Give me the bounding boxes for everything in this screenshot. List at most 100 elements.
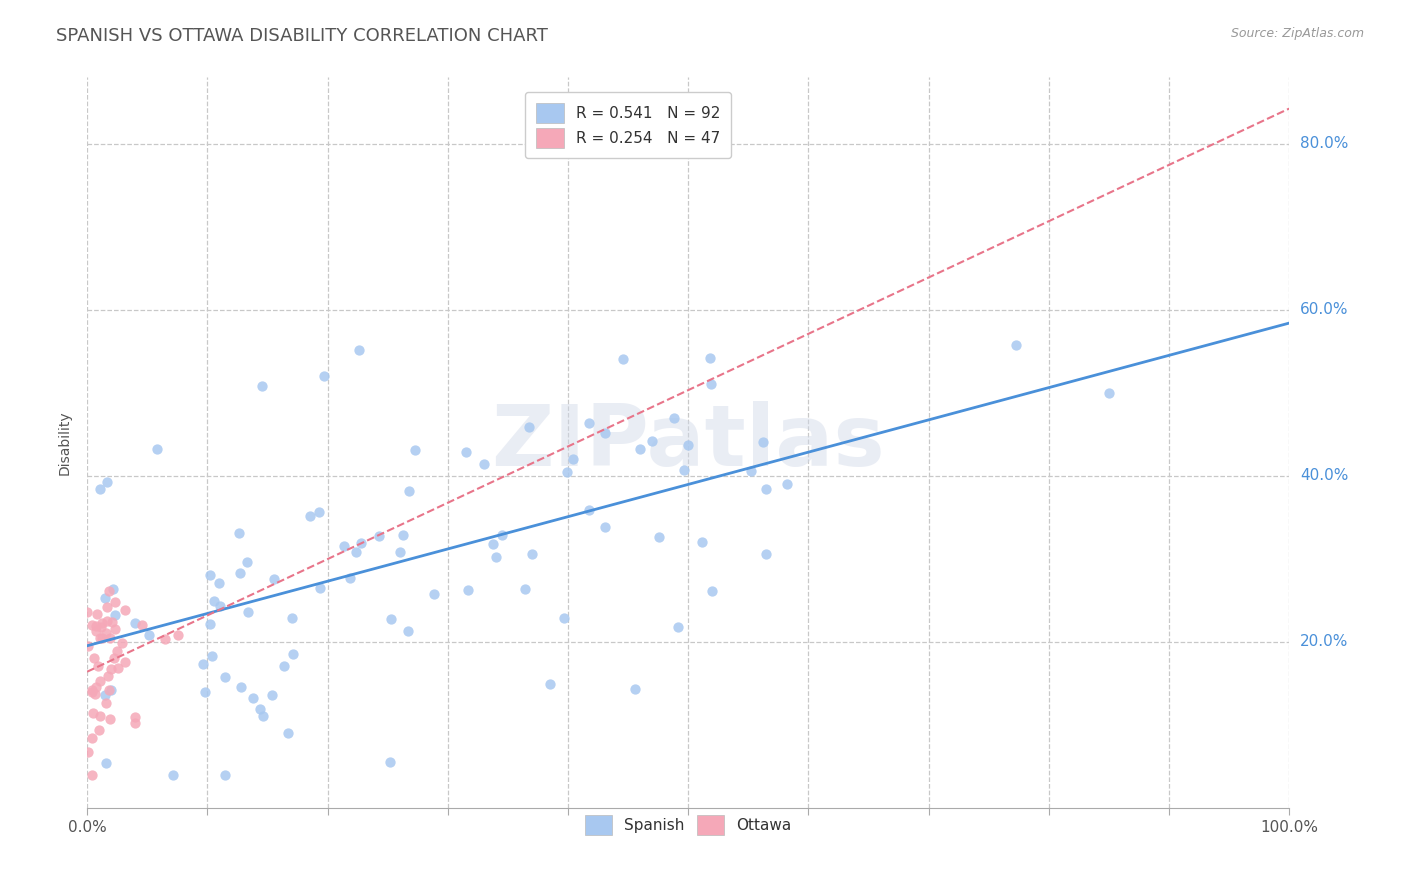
- Point: [517, 420, 540, 434]
- Point: [662, 410, 685, 425]
- Point: [339, 571, 361, 585]
- Point: [131, 618, 153, 632]
- Point: [398, 483, 420, 498]
- Point: [103, 582, 125, 597]
- Text: 80.0%: 80.0%: [1301, 136, 1348, 152]
- Point: [396, 624, 419, 639]
- Point: [107, 661, 129, 675]
- Point: [392, 528, 415, 542]
- Point: [702, 583, 724, 598]
- Point: [672, 463, 695, 477]
- Point: [700, 376, 723, 391]
- Point: [273, 659, 295, 673]
- Point: [90, 620, 112, 634]
- Point: [404, 442, 426, 457]
- Point: [242, 691, 264, 706]
- Text: 60.0%: 60.0%: [1301, 302, 1348, 318]
- Point: [666, 620, 689, 634]
- Point: [82, 617, 104, 632]
- Point: [83, 687, 105, 701]
- Point: [628, 442, 651, 456]
- Point: [96, 475, 118, 489]
- Text: SPANISH VS OTTAWA DISABILITY CORRELATION CHART: SPANISH VS OTTAWA DISABILITY CORRELATION…: [56, 27, 548, 45]
- Point: [82, 683, 104, 698]
- Point: [214, 767, 236, 781]
- Point: [153, 632, 176, 646]
- Point: [94, 696, 117, 710]
- Point: [101, 615, 124, 630]
- Point: [124, 615, 146, 630]
- Text: 20.0%: 20.0%: [1301, 634, 1348, 649]
- Point: [98, 712, 121, 726]
- Point: [96, 756, 118, 771]
- Point: [388, 545, 411, 559]
- Point: [555, 465, 578, 479]
- Point: [593, 520, 616, 534]
- Point: [146, 442, 169, 457]
- Point: [94, 591, 117, 606]
- Point: [775, 476, 797, 491]
- Point: [84, 624, 107, 638]
- Point: [114, 655, 136, 669]
- Point: [332, 539, 354, 553]
- Point: [162, 767, 184, 781]
- Point: [308, 505, 330, 519]
- Text: Source: ZipAtlas.com: Source: ZipAtlas.com: [1230, 27, 1364, 40]
- Point: [104, 595, 127, 609]
- Point: [103, 651, 125, 665]
- Point: [755, 547, 778, 561]
- Point: [236, 555, 259, 569]
- Point: [198, 616, 221, 631]
- Point: [104, 608, 127, 623]
- Point: [82, 706, 104, 721]
- Point: [214, 670, 236, 684]
- Point: [89, 723, 111, 737]
- Y-axis label: Disability: Disability: [58, 410, 72, 475]
- Point: [281, 647, 304, 661]
- Point: [124, 716, 146, 731]
- Point: [80, 684, 103, 698]
- Point: [86, 607, 108, 622]
- Point: [229, 566, 252, 580]
- Point: [228, 525, 250, 540]
- Point: [89, 709, 111, 723]
- Point: [1004, 337, 1026, 351]
- Point: [347, 343, 370, 358]
- Point: [260, 688, 283, 702]
- Point: [77, 745, 100, 759]
- Point: [612, 351, 634, 366]
- Point: [263, 572, 285, 586]
- Point: [98, 631, 121, 645]
- Text: 40.0%: 40.0%: [1301, 468, 1348, 483]
- Point: [472, 458, 495, 472]
- Point: [96, 614, 118, 628]
- Point: [538, 677, 561, 691]
- Point: [96, 600, 118, 615]
- Point: [578, 416, 600, 430]
- Point: [202, 594, 225, 608]
- Point: [91, 615, 114, 630]
- Point: [84, 619, 107, 633]
- Point: [138, 628, 160, 642]
- Point: [593, 426, 616, 441]
- Point: [249, 702, 271, 716]
- Point: [485, 550, 508, 565]
- Point: [298, 508, 321, 523]
- Point: [194, 685, 217, 699]
- Point: [89, 674, 111, 689]
- Point: [98, 583, 121, 598]
- Point: [100, 662, 122, 676]
- Point: [76, 605, 98, 619]
- Point: [676, 438, 699, 452]
- Point: [97, 669, 120, 683]
- Point: [752, 434, 775, 449]
- Point: [368, 529, 391, 543]
- Point: [740, 464, 762, 478]
- Text: ZIPatlas: ZIPatlas: [491, 401, 884, 484]
- Point: [482, 537, 505, 551]
- Point: [314, 368, 336, 383]
- Point: [648, 530, 671, 544]
- Point: [277, 726, 299, 740]
- Point: [755, 482, 778, 496]
- Point: [692, 534, 714, 549]
